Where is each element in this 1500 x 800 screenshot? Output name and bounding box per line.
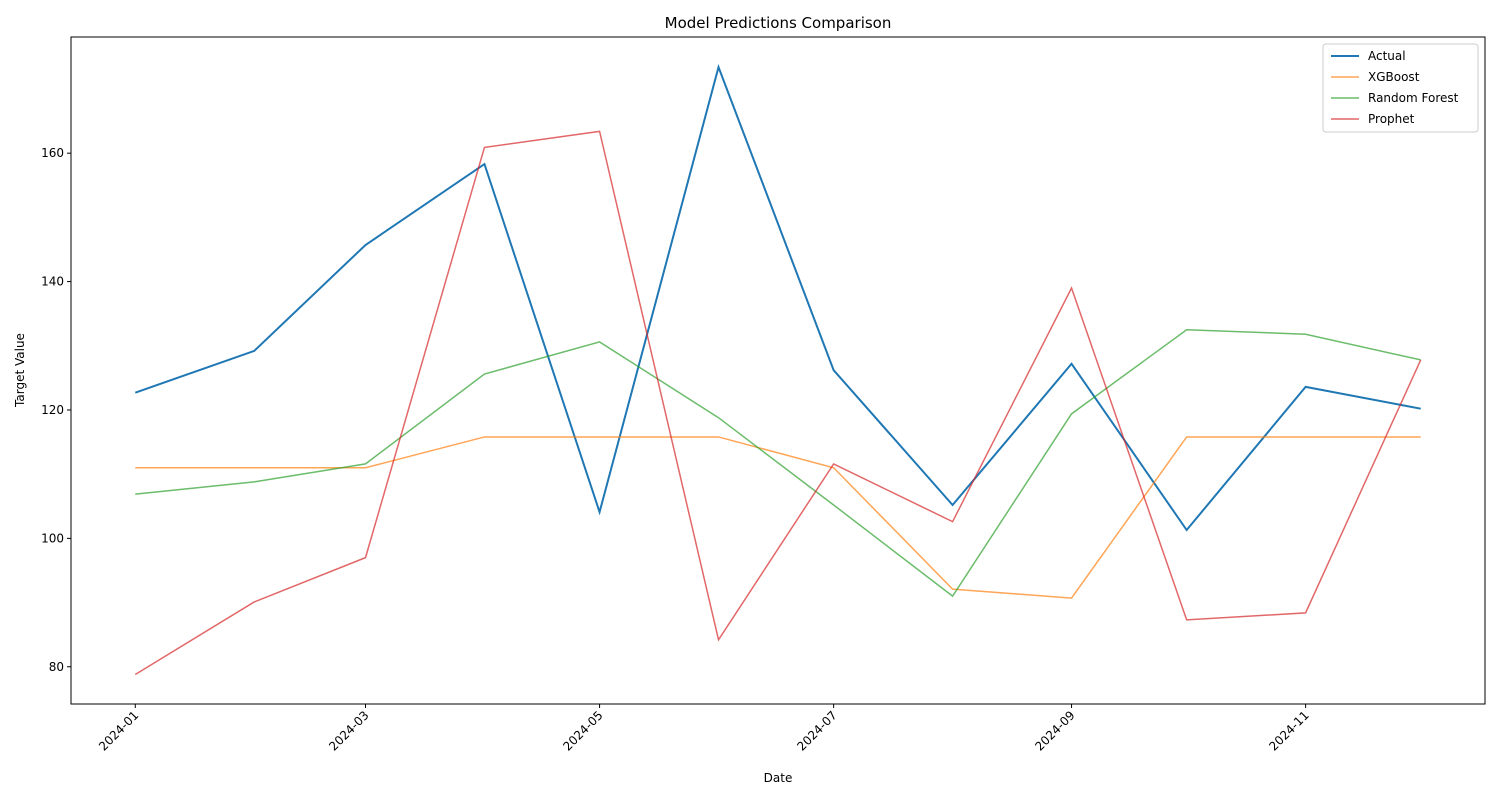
- chart-title: Model Predictions Comparison: [665, 14, 892, 32]
- y-tick-label: 100: [41, 531, 64, 545]
- legend-label: Random Forest: [1368, 91, 1459, 105]
- legend-box: [1322, 43, 1479, 133]
- legend: Actual XGBoost Random Forest Prophet: [1322, 43, 1479, 133]
- y-tick-label: 80: [49, 660, 64, 674]
- series-line: [134, 63, 1421, 532]
- series-line: [135, 436, 1421, 599]
- series-line: [134, 130, 1422, 676]
- y-axis-label: Target Value: [13, 333, 27, 408]
- legend-label: Prophet: [1368, 112, 1415, 126]
- legend-label: XGBoost: [1368, 70, 1420, 84]
- y-tick-label: 140: [41, 275, 64, 289]
- y-tick-label: 160: [41, 146, 64, 160]
- y-tick-label: 120: [41, 403, 64, 417]
- legend-label: Actual: [1368, 49, 1406, 63]
- x-axis-label: Date: [764, 771, 793, 785]
- plot-frame: [70, 36, 1486, 705]
- series-line: [135, 328, 1421, 598]
